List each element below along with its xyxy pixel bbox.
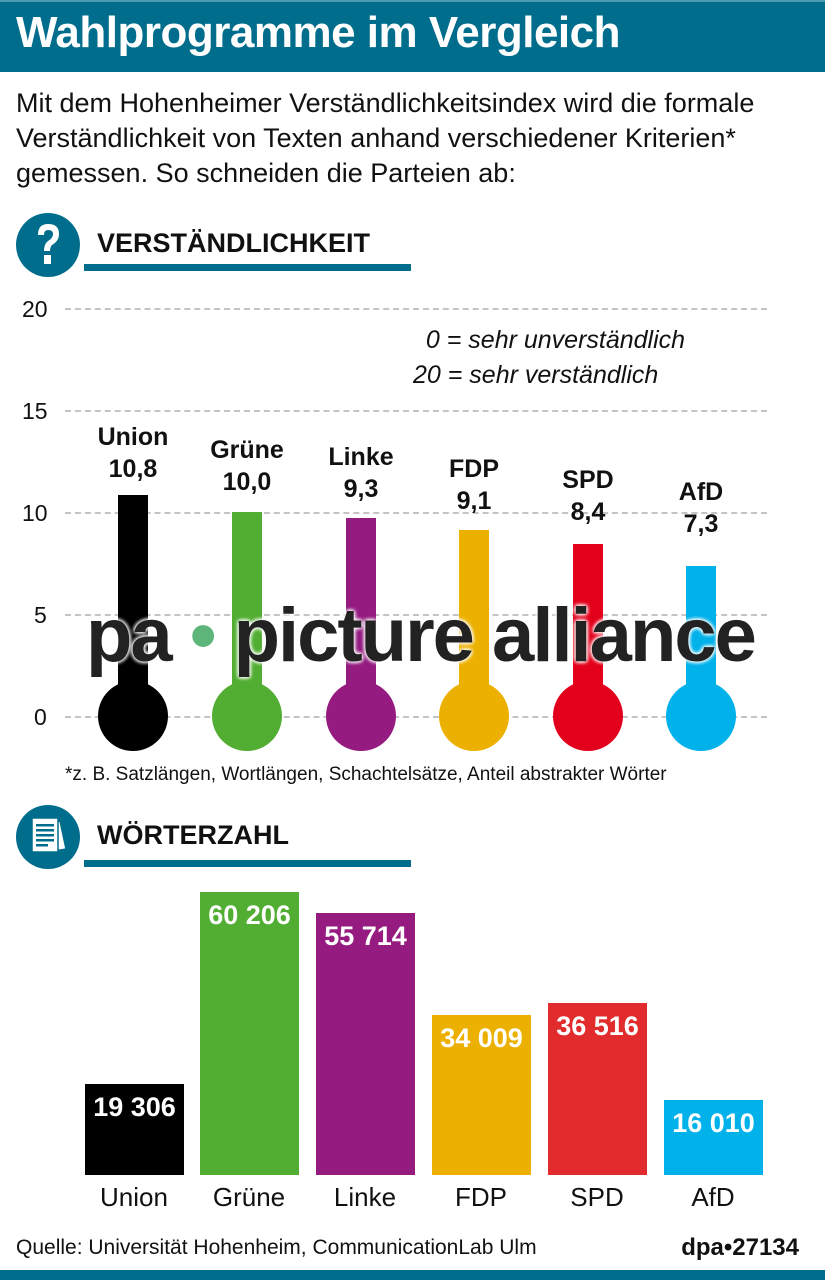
intro-text: Mit dem Hohenheimer Verständlichkeitsind…: [16, 88, 755, 188]
footnote: *z. B. Satzlängen, Wortlängen, Schachtel…: [65, 764, 667, 785]
question-mark-icon: [16, 213, 80, 277]
label-fdp: FDP 9,1: [449, 455, 499, 515]
label-union: Union 10,8: [97, 423, 169, 483]
label-linke: Linke 9,3: [328, 443, 394, 503]
thermometer-bulb: [553, 681, 623, 751]
scale-note-min: 0 = sehr unverständlich: [412, 326, 686, 354]
footer-bar: [0, 1270, 825, 1280]
bar-value: 36 516: [556, 1011, 639, 1041]
y-tick: 0: [34, 704, 47, 730]
thermometer-stem: [118, 495, 148, 715]
gridline: [65, 614, 767, 616]
bar-union: 19 306: [85, 1084, 184, 1175]
picture-alliance-watermark: pa • picture alliance: [86, 593, 757, 678]
bar-gruene: 60 206: [200, 892, 299, 1175]
section-rule: [84, 860, 411, 867]
gridline: [65, 308, 767, 310]
section-rule: [84, 264, 411, 271]
bar-spd: 36 516: [548, 1003, 647, 1175]
category-gruene: Grüne: [212, 1182, 286, 1212]
gridline: [65, 512, 767, 514]
bar-value: 34 009: [440, 1023, 523, 1053]
bar-fdp: 34 009: [432, 1015, 531, 1175]
thermometer-bulb: [326, 681, 396, 751]
page-title: Wahlprogramme im Vergleich: [16, 8, 621, 57]
bar-value: 19 306: [93, 1092, 176, 1122]
document-icon: [16, 805, 80, 869]
gridline: [65, 716, 767, 718]
thermometer-bulb: [98, 681, 168, 751]
section-title-woerterzahl: WÖRTERZAHL: [97, 820, 289, 850]
label-gruene: Grüne 10,0: [210, 436, 284, 496]
y-tick: 15: [22, 398, 48, 424]
category-spd: SPD: [570, 1182, 624, 1212]
bar-value: 16 010: [672, 1108, 755, 1138]
y-tick: 10: [22, 500, 48, 526]
thermometer-bulb: [212, 681, 282, 751]
category-fdp: FDP: [455, 1182, 507, 1212]
source-note: Quelle: Universität Hohenheim, Communica…: [16, 1236, 537, 1259]
y-tick: 20: [22, 296, 48, 322]
y-tick: 5: [34, 602, 47, 628]
thermometer-bulb: [666, 681, 736, 751]
category-linke: Linke: [333, 1182, 397, 1212]
label-spd: SPD 8,4: [562, 466, 614, 526]
label-afd: AfD 7,3: [678, 478, 724, 538]
scale-note-max: 20 = sehr verständlich: [413, 361, 659, 389]
bar-afd: 16 010: [664, 1100, 763, 1175]
watermark-dot: •: [189, 593, 217, 678]
bar-value: 60 206: [208, 900, 291, 930]
gridline: [65, 410, 767, 412]
bar-value: 55 714: [324, 921, 407, 951]
thermometer-bulb: [439, 681, 509, 751]
category-union: Union: [100, 1182, 168, 1212]
dpa-credit: dpa•27134: [681, 1234, 799, 1261]
title-banner: Wahlprogramme im Vergleich: [0, 0, 825, 72]
bar-linke: 55 714: [316, 913, 415, 1175]
category-afd: AfD: [691, 1182, 735, 1212]
section-title-verstaendlichkeit: VERSTÄNDLICHKEIT: [97, 228, 371, 258]
